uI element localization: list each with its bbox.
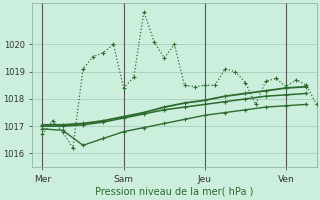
X-axis label: Pression niveau de la mer( hPa ): Pression niveau de la mer( hPa ) <box>95 187 253 197</box>
